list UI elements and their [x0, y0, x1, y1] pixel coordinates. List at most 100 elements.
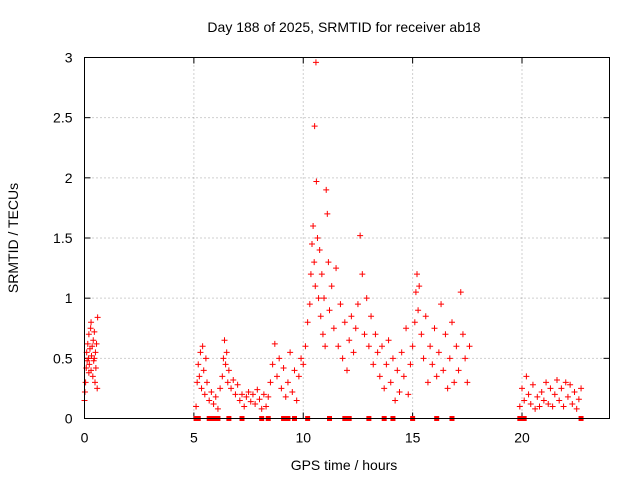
- data-point: [196, 373, 203, 380]
- data-point: [311, 259, 318, 266]
- data-point: [321, 295, 328, 302]
- data-point: [228, 385, 235, 392]
- data-point: [418, 331, 425, 338]
- data-point: [82, 379, 89, 386]
- data-point: [91, 328, 98, 335]
- data-point: [352, 325, 359, 332]
- data-point: [85, 355, 92, 362]
- data-point: [357, 232, 364, 239]
- data-point: [525, 391, 532, 398]
- x-tick-label: 20: [514, 430, 530, 446]
- data-point: [87, 325, 94, 332]
- data-point: [224, 379, 231, 386]
- data-point: [442, 331, 449, 338]
- data-point: [427, 343, 434, 350]
- data-point: [90, 337, 97, 344]
- data-point: [317, 313, 324, 320]
- data-point: [197, 349, 204, 356]
- data-point: [282, 393, 289, 400]
- data-point: [194, 379, 201, 386]
- data-point: [341, 319, 348, 326]
- data-point: [236, 397, 243, 404]
- data-point: [287, 349, 294, 356]
- data-point: [311, 123, 318, 130]
- data-point: [335, 343, 342, 350]
- data-point: [344, 367, 350, 374]
- data-point: [241, 403, 248, 410]
- data-point: [92, 349, 99, 356]
- chart-title: Day 188 of 2025, SRMTID for receiver ab1…: [207, 19, 480, 35]
- data-point: [298, 355, 305, 362]
- data-point: [372, 331, 379, 338]
- x-tick-label: 5: [190, 430, 198, 446]
- y-tick-label: 1.5: [53, 230, 73, 246]
- data-point: [519, 385, 525, 392]
- data-point: [405, 391, 412, 398]
- data-point: [440, 367, 447, 374]
- data-point: [381, 385, 388, 392]
- data-point: [323, 186, 330, 193]
- y-tick-label: 2: [65, 170, 73, 186]
- data-point: [208, 389, 215, 396]
- data-point: [324, 210, 331, 217]
- data-point: [225, 367, 232, 374]
- y-tick-label: 0.5: [53, 350, 73, 366]
- data-point: [414, 271, 420, 278]
- y-axis-label: SRMTID / TECUs: [5, 183, 21, 293]
- data-point: [201, 391, 208, 398]
- data-point: [256, 396, 263, 403]
- data-point: [232, 391, 239, 398]
- data-point: [199, 343, 206, 350]
- data-point: [234, 381, 241, 388]
- data-point: [249, 391, 256, 398]
- data-point: [312, 283, 319, 290]
- data-point: [254, 386, 261, 393]
- data-point: [274, 373, 280, 380]
- data-point: [532, 405, 539, 412]
- x-axis-label: GPS time / hours: [291, 457, 398, 473]
- data-point: [446, 355, 453, 362]
- data-point: [435, 349, 442, 356]
- data-point: [326, 307, 333, 314]
- data-point: [210, 401, 217, 408]
- data-point: [269, 361, 276, 368]
- data-point: [536, 403, 543, 410]
- data-point: [339, 355, 346, 362]
- data-point: [431, 325, 438, 332]
- data-point: [295, 373, 302, 380]
- axis-ticks: 0 5 10 15 20 0 0.5 1 1.5 2 2.5 3: [53, 50, 610, 446]
- data-point: [258, 405, 265, 412]
- data-point: [284, 379, 291, 386]
- data-point: [464, 379, 471, 386]
- data-point: [564, 393, 571, 400]
- data-point: [280, 364, 287, 371]
- data-point: [88, 319, 95, 326]
- data-point: [291, 367, 298, 374]
- data-point: [538, 389, 545, 396]
- data-point: [451, 379, 458, 386]
- data-point: [560, 403, 567, 410]
- data-point: [309, 241, 315, 248]
- data-point: [516, 403, 523, 410]
- data-point: [333, 265, 340, 272]
- data-point: [545, 401, 552, 408]
- data-point: [206, 397, 213, 404]
- data-point: [368, 313, 375, 320]
- data-point: [409, 343, 416, 350]
- y-tick-label: 3: [65, 50, 73, 66]
- data-point: [314, 235, 321, 241]
- data-point: [92, 364, 99, 371]
- plot-frame: [84, 57, 610, 419]
- data-point: [540, 397, 547, 404]
- data-point: [346, 337, 353, 344]
- data-point: [449, 319, 455, 326]
- data-point: [457, 289, 464, 296]
- data-point: [89, 373, 96, 380]
- y-tick-label: 0: [65, 411, 73, 427]
- data-point: [429, 361, 436, 368]
- data-point: [312, 59, 319, 66]
- data-point: [84, 340, 91, 347]
- data-point: [379, 343, 385, 350]
- data-point: [466, 343, 473, 350]
